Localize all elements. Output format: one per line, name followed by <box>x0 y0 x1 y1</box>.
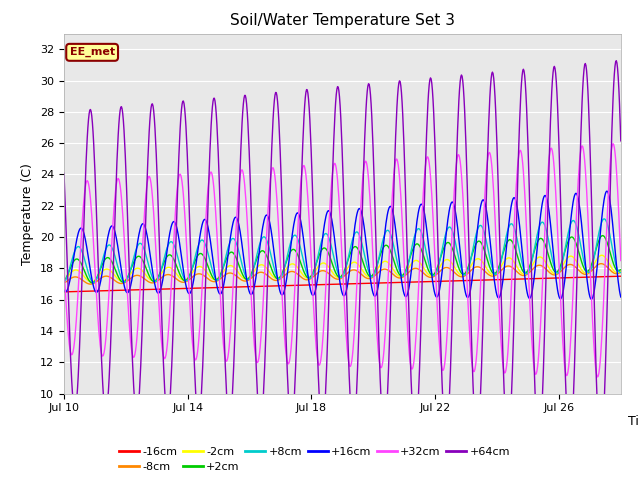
+16cm <box>292 211 300 217</box>
+2cm <box>88 280 96 286</box>
-2cm <box>80 274 88 279</box>
Line: +16cm: +16cm <box>64 191 621 299</box>
Text: EE_met: EE_met <box>70 47 115 58</box>
-8cm <box>617 270 625 276</box>
+32cm <box>609 141 617 146</box>
-16cm <box>263 283 271 289</box>
-16cm <box>191 285 199 291</box>
-16cm <box>80 288 88 294</box>
-8cm <box>264 272 271 278</box>
+64cm <box>617 138 625 144</box>
Legend: -16cm, -8cm, -2cm, +2cm, +8cm, +16cm, +32cm, +64cm: -16cm, -8cm, -2cm, +2cm, +8cm, +16cm, +3… <box>115 443 515 477</box>
Y-axis label: Temperature (C): Temperature (C) <box>22 163 35 264</box>
X-axis label: Time: Time <box>628 415 640 428</box>
-16cm <box>510 276 518 282</box>
-2cm <box>60 276 68 282</box>
+32cm <box>376 360 383 365</box>
-2cm <box>376 262 384 268</box>
-16cm <box>292 282 300 288</box>
+64cm <box>80 214 88 220</box>
+64cm <box>376 358 383 363</box>
-8cm <box>60 280 68 286</box>
Line: +64cm: +64cm <box>64 60 621 450</box>
+8cm <box>293 234 301 240</box>
-16cm <box>617 273 625 279</box>
+2cm <box>511 243 518 249</box>
+8cm <box>192 252 200 258</box>
-2cm <box>598 252 605 258</box>
+32cm <box>191 357 199 362</box>
+8cm <box>60 278 68 284</box>
+64cm <box>292 347 300 353</box>
-8cm <box>80 278 88 284</box>
+64cm <box>597 447 605 453</box>
-2cm <box>511 260 518 265</box>
+2cm <box>192 257 200 263</box>
+32cm <box>617 258 625 264</box>
-8cm <box>293 271 301 276</box>
-2cm <box>617 268 625 274</box>
+64cm <box>191 376 199 382</box>
+2cm <box>617 267 625 273</box>
+16cm <box>603 188 611 194</box>
+32cm <box>510 233 518 239</box>
+16cm <box>263 212 271 218</box>
-2cm <box>192 265 200 271</box>
+64cm <box>60 170 68 176</box>
-2cm <box>293 264 301 270</box>
-8cm <box>86 281 94 287</box>
+8cm <box>90 280 97 286</box>
+8cm <box>600 216 608 222</box>
+8cm <box>376 250 384 255</box>
Line: -16cm: -16cm <box>64 276 621 292</box>
-16cm <box>376 280 383 286</box>
+16cm <box>376 275 383 281</box>
-8cm <box>511 266 518 272</box>
+2cm <box>599 233 607 239</box>
+16cm <box>588 296 595 302</box>
+16cm <box>191 269 199 275</box>
+64cm <box>510 325 518 331</box>
Line: +8cm: +8cm <box>64 219 621 283</box>
Title: Soil/Water Temperature Set 3: Soil/Water Temperature Set 3 <box>230 13 455 28</box>
+2cm <box>264 254 271 260</box>
+32cm <box>594 374 602 380</box>
+2cm <box>376 252 384 258</box>
+16cm <box>510 195 518 201</box>
+8cm <box>80 254 88 260</box>
+16cm <box>617 294 625 300</box>
Line: +32cm: +32cm <box>64 144 621 377</box>
+8cm <box>264 239 271 244</box>
+2cm <box>60 277 68 283</box>
+32cm <box>80 196 88 202</box>
+16cm <box>80 231 88 237</box>
+32cm <box>263 233 271 239</box>
Line: +2cm: +2cm <box>64 236 621 283</box>
+32cm <box>292 257 300 263</box>
+16cm <box>60 288 68 293</box>
Line: -2cm: -2cm <box>64 255 621 282</box>
+2cm <box>293 250 301 256</box>
-16cm <box>60 289 68 295</box>
-2cm <box>264 266 271 272</box>
+64cm <box>612 58 620 63</box>
+2cm <box>80 267 88 273</box>
+64cm <box>263 308 271 314</box>
-8cm <box>598 261 605 266</box>
+8cm <box>511 226 518 231</box>
-2cm <box>87 279 95 285</box>
-8cm <box>192 272 200 277</box>
+32cm <box>60 265 68 271</box>
-8cm <box>376 268 384 274</box>
Line: -8cm: -8cm <box>64 264 621 284</box>
+8cm <box>617 270 625 276</box>
